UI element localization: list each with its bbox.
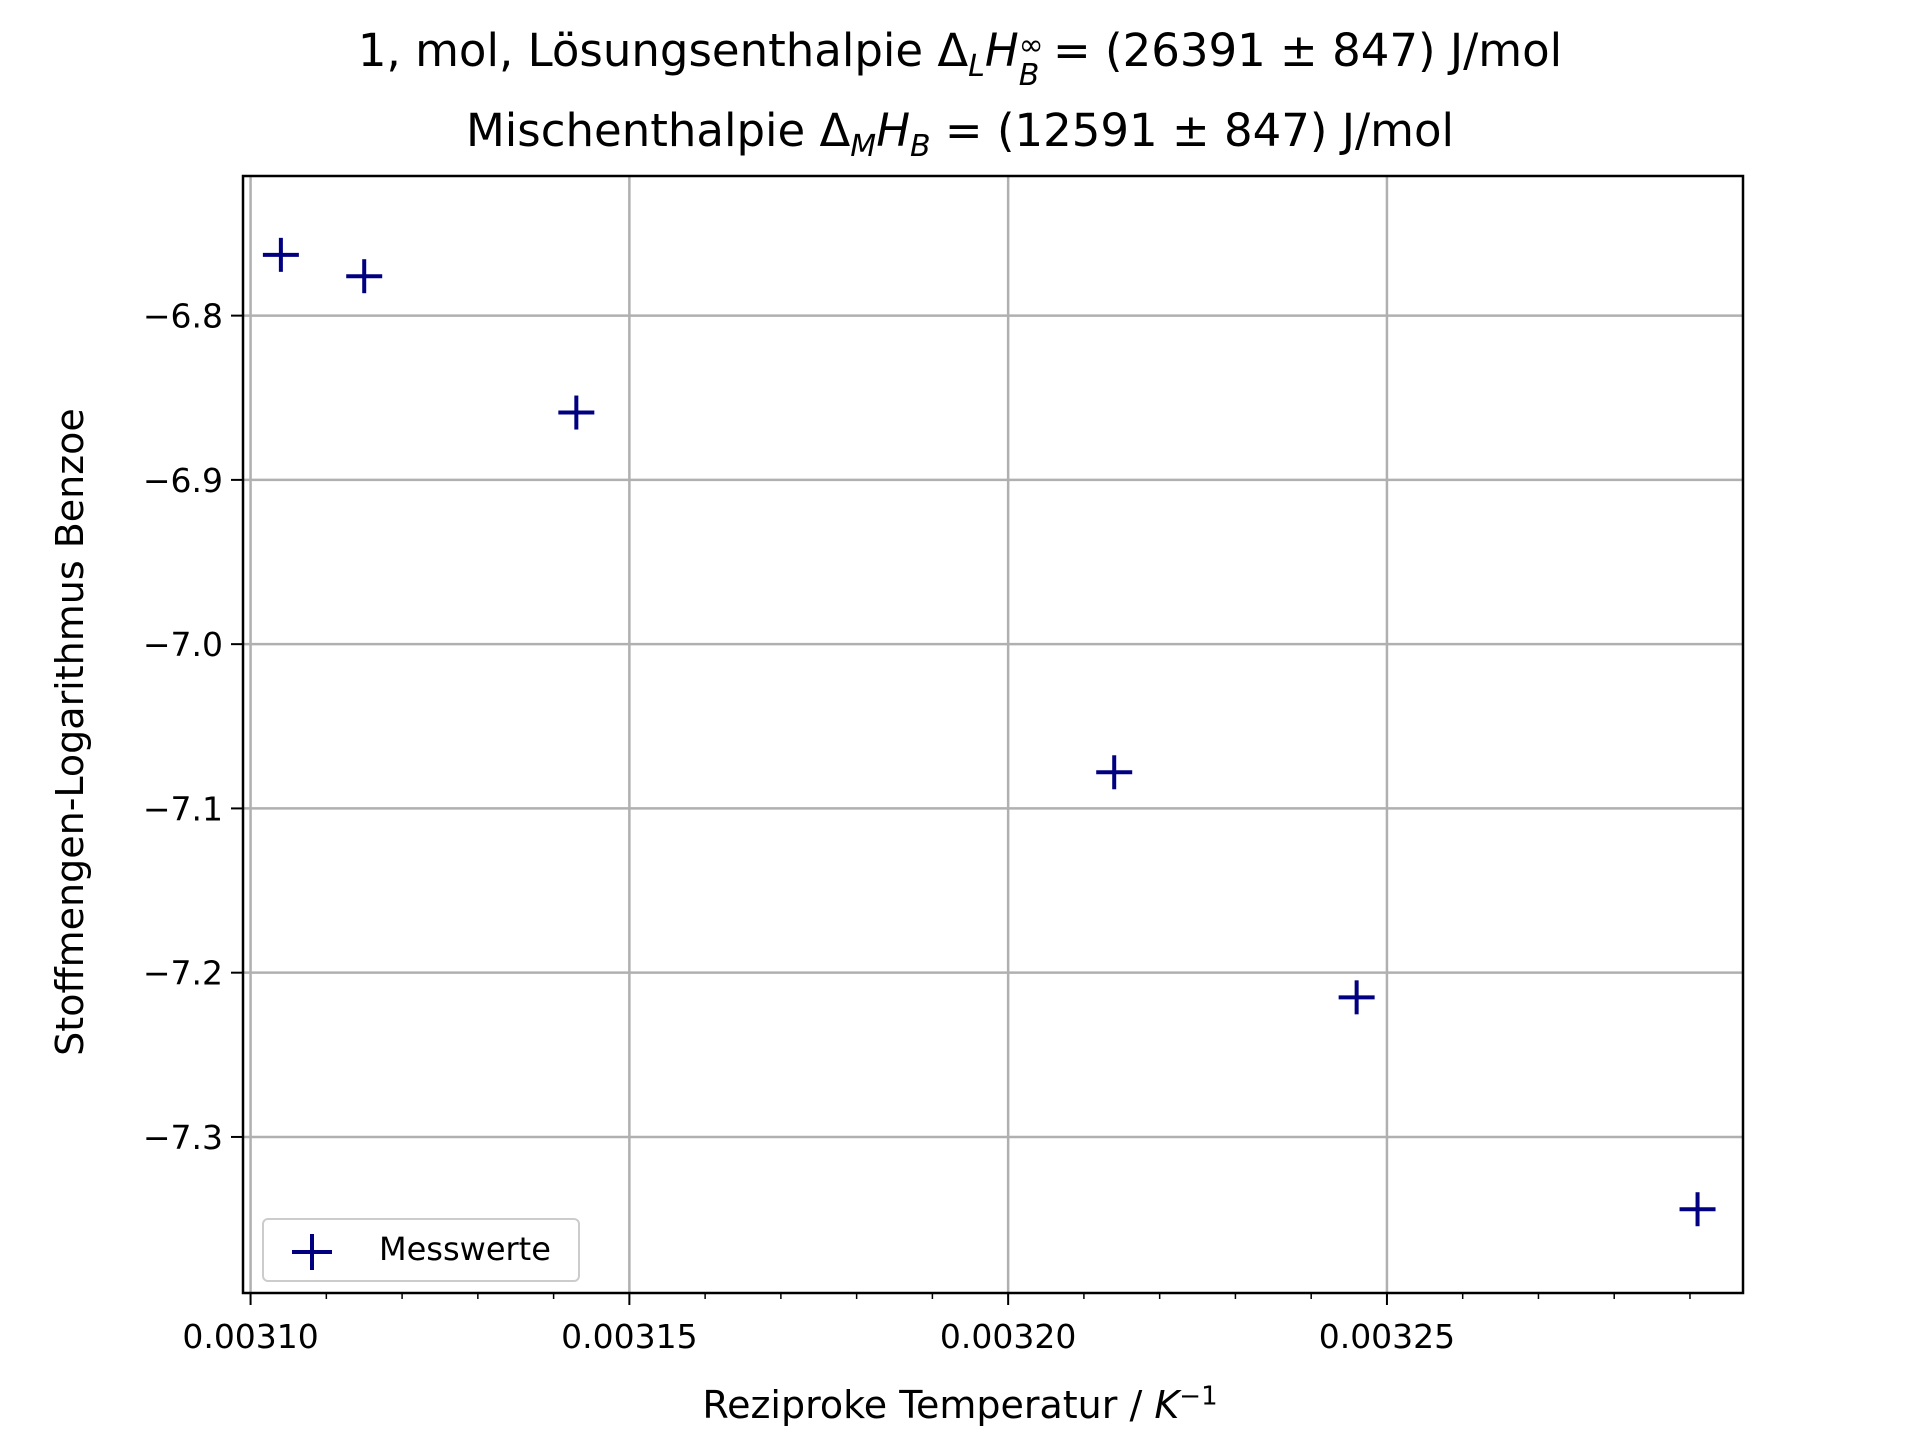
y-tick-label: −6.9 <box>143 461 223 500</box>
data-point <box>1096 755 1133 790</box>
x-tick-label: 0.00315 <box>561 1317 697 1356</box>
data-point <box>558 395 595 430</box>
y-tick-label: −7.2 <box>143 954 223 993</box>
grid-lines <box>243 176 1743 1293</box>
tick-labels: 0.00310 0.00315 0.00320 0.00325 −6.8 −6.9 −7.0… <box>143 297 1455 1356</box>
y-tick-label: −7.0 <box>143 625 223 664</box>
data-points <box>262 237 1716 1227</box>
legend-marker <box>292 1234 332 1270</box>
y-tick-label: −7.3 <box>143 1118 223 1157</box>
chart-title-line-2: Mischenthalpie ΔMHB = (12591 ± 847) J/mo… <box>465 104 1455 164</box>
x-tick-label: 0.00310 <box>182 1317 318 1356</box>
chart-title-line-1: 1, mol, Lösungsenthalpie ΔLH ∞ B = (26391 … <box>357 24 1563 93</box>
legend: Messwerte <box>262 1218 580 1282</box>
data-point <box>262 237 299 272</box>
legend-label: Messwerte <box>379 1230 551 1268</box>
x-axis-label: Reziproke Temperatur / K−1 <box>702 1381 1218 1427</box>
y-axis-label: Stoffmengen-Logarithmus Benzoe <box>48 408 92 1056</box>
data-point <box>1338 980 1375 1015</box>
y-tick-label: −7.1 <box>143 789 223 828</box>
y-tick-label: −6.8 <box>143 297 223 336</box>
axis-ticks <box>231 314 1691 1305</box>
data-point <box>346 259 383 294</box>
x-tick-label: 0.00320 <box>940 1317 1076 1356</box>
data-point <box>1679 1192 1716 1227</box>
plot-frame <box>241 174 1745 1295</box>
x-tick-label: 0.00325 <box>1319 1317 1455 1356</box>
